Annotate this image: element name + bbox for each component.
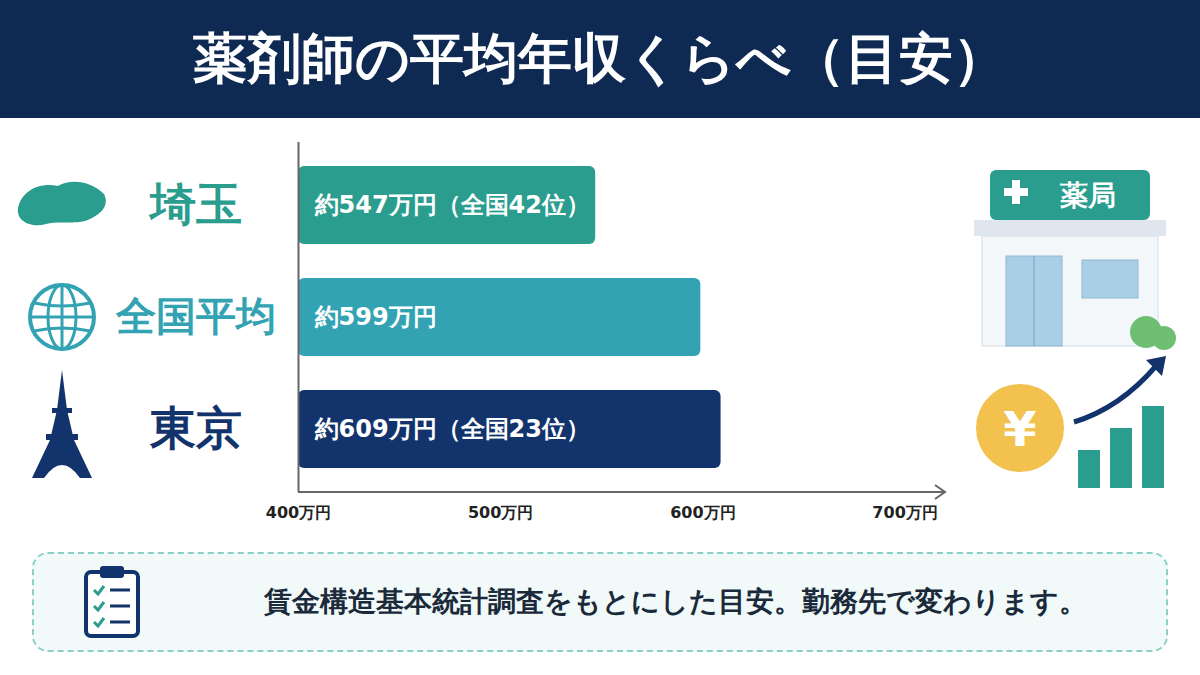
svg-text:東京: 東京	[149, 401, 242, 455]
svg-text:約547万円（全国42位）: 約547万円（全国42位）	[314, 191, 591, 219]
svg-text:薬局: 薬局	[1059, 179, 1116, 212]
svg-text:400万円: 400万円	[266, 503, 331, 522]
svg-text:約599万円: 約599万円	[314, 303, 437, 331]
svg-text:700万円: 700万円	[872, 503, 937, 522]
svg-text:600万円: 600万円	[670, 503, 735, 522]
html-text:賃金構造基本統計調査をもとにした目安。勤務先で変わります。: 賃金構造基本統計調査をもとにした目安。勤務先で変わります。	[263, 585, 1087, 618]
svg-text:埼玉: 埼玉	[148, 177, 242, 231]
svg-text:約609万円（全国23位）: 約609万円（全国23位）	[314, 415, 591, 443]
svg-text:全国平均: 全国平均	[115, 293, 276, 339]
svg-text:¥: ¥	[1003, 401, 1036, 457]
html-text:薬剤師の平均年収くらべ（目安）: 薬剤師の平均年収くらべ（目安）	[193, 27, 1007, 90]
svg-text:500万円: 500万円	[468, 503, 533, 522]
